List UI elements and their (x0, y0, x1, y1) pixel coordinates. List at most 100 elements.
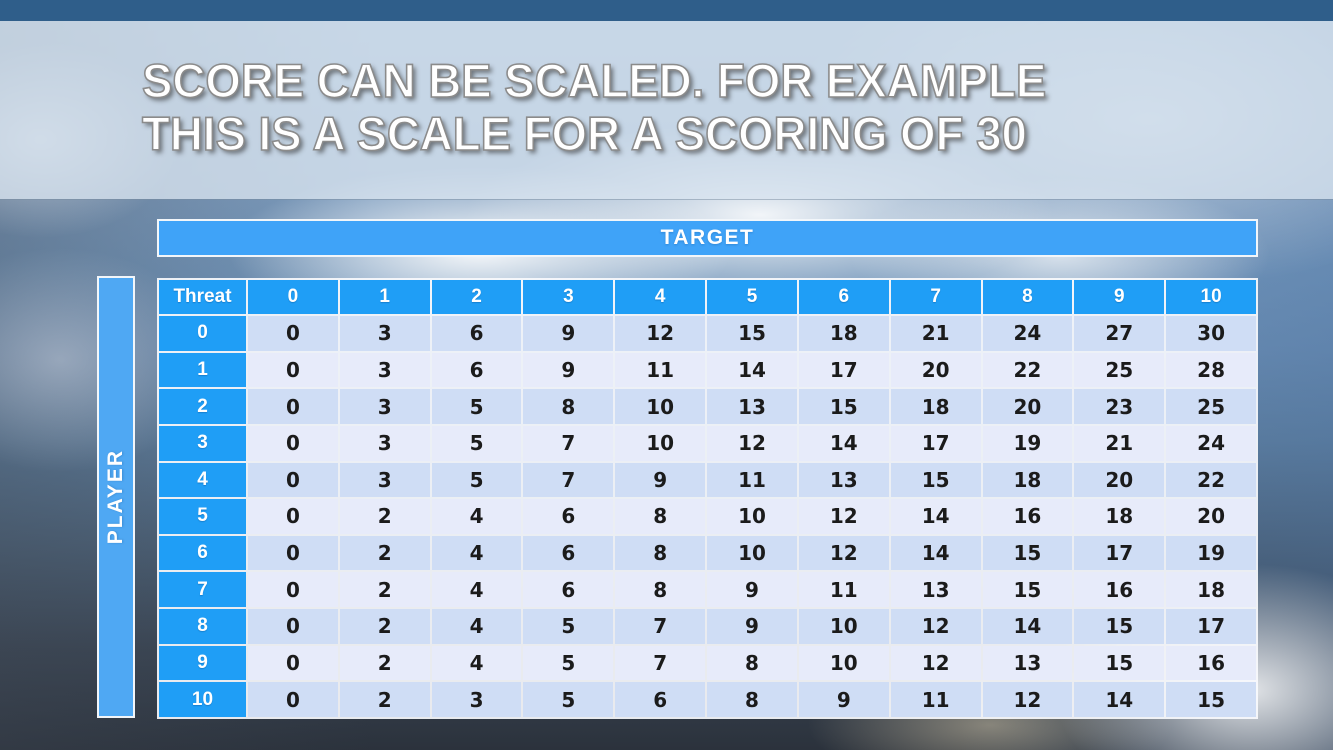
data-cell: 6 (431, 316, 522, 351)
data-cell: 0 (248, 535, 338, 571)
data-cell: 10 (798, 645, 889, 681)
data-cell: 11 (707, 462, 797, 498)
data-cell: 12 (890, 609, 981, 644)
data-cell: 15 (890, 462, 981, 498)
column-header-cell: 6 (798, 280, 889, 314)
data-cell: 0 (248, 609, 338, 644)
column-header-cell: 2 (431, 280, 522, 314)
row-header-cell: 5 (159, 499, 246, 534)
data-cell: 17 (798, 352, 889, 388)
target-label: TARGET (660, 226, 755, 249)
data-cell: 6 (431, 352, 522, 388)
column-header-cell: 7 (890, 280, 981, 314)
row-header-cell: 2 (159, 389, 246, 424)
data-cell: 8 (615, 499, 706, 534)
corner-label-cell: Threat (159, 280, 246, 314)
title-band: SCORE CAN BE SCALED. FOR EXAMPLE THIS IS… (0, 21, 1333, 199)
data-cell: 9 (707, 609, 797, 644)
data-cell: 2 (339, 572, 430, 608)
data-cell: 5 (523, 645, 614, 681)
data-cell: 23 (1074, 389, 1165, 424)
data-cell: 14 (707, 352, 797, 388)
data-cell: 12 (798, 499, 889, 534)
data-cell: 20 (982, 389, 1073, 424)
data-cell: 9 (798, 682, 889, 717)
data-cell: 6 (615, 682, 706, 717)
data-cell: 16 (1074, 572, 1165, 608)
data-cell: 4 (431, 572, 522, 608)
data-cell: 22 (982, 352, 1073, 388)
data-cell: 6 (523, 572, 614, 608)
title-line-2: THIS IS A SCALE FOR A SCORING OF 30 (141, 106, 1027, 161)
data-cell: 2 (339, 535, 430, 571)
data-cell: 14 (982, 609, 1073, 644)
data-cell: 15 (798, 389, 889, 424)
data-cell: 6 (523, 535, 614, 571)
data-cell: 18 (890, 389, 981, 424)
data-cell: 15 (982, 535, 1073, 571)
data-cell: 0 (248, 462, 338, 498)
data-cell: 10 (615, 389, 706, 424)
column-header-cell: 3 (523, 280, 614, 314)
data-cell: 18 (982, 462, 1073, 498)
data-cell: 4 (431, 499, 522, 534)
data-cell: 7 (615, 609, 706, 644)
data-cell: 10 (798, 609, 889, 644)
player-sidebar: PLAYER (97, 276, 135, 718)
data-cell: 7 (523, 425, 614, 461)
data-cell: 5 (523, 609, 614, 644)
row-header-cell: 9 (159, 645, 246, 681)
data-cell: 18 (1074, 499, 1165, 534)
data-cell: 17 (1166, 609, 1256, 644)
data-cell: 5 (431, 389, 522, 424)
data-cell: 10 (707, 499, 797, 534)
data-cell: 2 (339, 682, 430, 717)
data-cell: 0 (248, 572, 338, 608)
data-cell: 17 (890, 425, 981, 461)
score-table: Threat 0 1 2 3 4 5 6 7 8 9 10 0 0 3 6 9 12 15 18 21 24 27 30 1 0 3… (157, 278, 1258, 719)
data-cell: 30 (1166, 316, 1256, 351)
data-cell: 7 (615, 645, 706, 681)
data-cell: 0 (248, 316, 338, 351)
data-cell: 14 (890, 535, 981, 571)
data-cell: 14 (798, 425, 889, 461)
data-cell: 12 (798, 535, 889, 571)
data-cell: 0 (248, 682, 338, 717)
row-header-cell: 1 (159, 352, 246, 388)
data-cell: 8 (707, 682, 797, 717)
data-cell: 19 (982, 425, 1073, 461)
data-cell: 0 (248, 499, 338, 534)
data-cell: 20 (890, 352, 981, 388)
data-cell: 13 (798, 462, 889, 498)
data-cell: 9 (707, 572, 797, 608)
data-cell: 2 (339, 499, 430, 534)
data-cell: 25 (1074, 352, 1165, 388)
data-cell: 18 (1166, 572, 1256, 608)
data-cell: 27 (1074, 316, 1165, 351)
data-cell: 21 (1074, 425, 1165, 461)
data-cell: 12 (982, 682, 1073, 717)
data-cell: 15 (1074, 609, 1165, 644)
data-cell: 0 (248, 645, 338, 681)
column-header-cell: 1 (339, 280, 430, 314)
data-cell: 14 (1074, 682, 1165, 717)
data-cell: 13 (707, 389, 797, 424)
data-cell: 2 (339, 645, 430, 681)
data-cell: 9 (523, 352, 614, 388)
data-cell: 11 (798, 572, 889, 608)
title-line-1: SCORE CAN BE SCALED. FOR EXAMPLE (141, 53, 1047, 108)
data-cell: 12 (615, 316, 706, 351)
data-cell: 14 (890, 499, 981, 534)
data-cell: 16 (1166, 645, 1256, 681)
top-accent-bar (0, 0, 1333, 21)
target-header-bar: TARGET (157, 219, 1258, 257)
column-header-cell: 4 (615, 280, 706, 314)
data-cell: 19 (1166, 535, 1256, 571)
data-cell: 15 (1074, 645, 1165, 681)
data-cell: 5 (431, 425, 522, 461)
data-cell: 20 (1166, 499, 1256, 534)
row-header-cell: 8 (159, 609, 246, 644)
row-header-cell: 4 (159, 462, 246, 498)
row-header-cell: 0 (159, 316, 246, 351)
data-cell: 9 (523, 316, 614, 351)
